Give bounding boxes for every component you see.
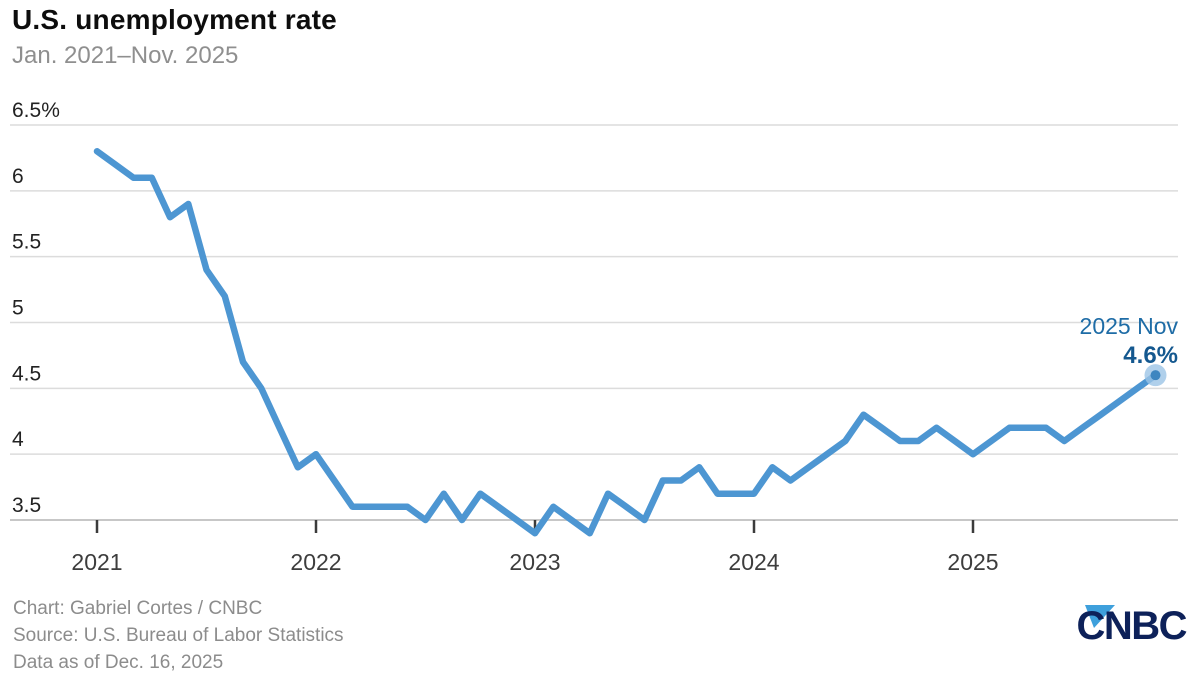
x-tick-label: 2024 (728, 549, 779, 575)
y-tick-label: 5.5 (12, 231, 41, 254)
end-point-dot (1150, 370, 1161, 381)
y-tick-label: 5 (12, 297, 24, 320)
footer-as-of: Data as of Dec. 16, 2025 (13, 652, 224, 673)
annotation-value-label: 4.6% (1123, 342, 1178, 370)
x-tick-label: 2023 (509, 549, 560, 575)
footer-source: Source: U.S. Bureau of Labor Statistics (13, 625, 344, 646)
endpoint-annotation: 2025 Nov 4.6% (1080, 313, 1178, 370)
y-tick-label: 6 (12, 165, 24, 188)
cnbc-logo-text: CNBC (1076, 604, 1187, 648)
trend-line (93, 148, 1159, 537)
y-tick-label: 4.5 (12, 362, 41, 385)
x-tick-label: 2021 (71, 549, 122, 575)
footer-chart-credit: Chart: Gabriel Cortes / CNBC (13, 598, 263, 619)
page-subtitle: Jan. 2021–Nov. 2025 (12, 42, 239, 69)
annotation-date-label: 2025 Nov (1079, 313, 1178, 339)
y-tick-label: 6.5% (12, 99, 60, 122)
y-tick-label: 4 (12, 428, 24, 451)
y-tick-label: 3.5 (12, 494, 41, 517)
x-tick-label: 2025 (947, 549, 998, 575)
footer-credits: Chart: Gabriel Cortes / CNBC Source: U.S… (13, 595, 344, 675)
x-tick-label: 2022 (290, 549, 341, 575)
page-title: U.S. unemployment rate (12, 4, 337, 35)
cnbc-logo: CNBC (1056, 604, 1187, 652)
